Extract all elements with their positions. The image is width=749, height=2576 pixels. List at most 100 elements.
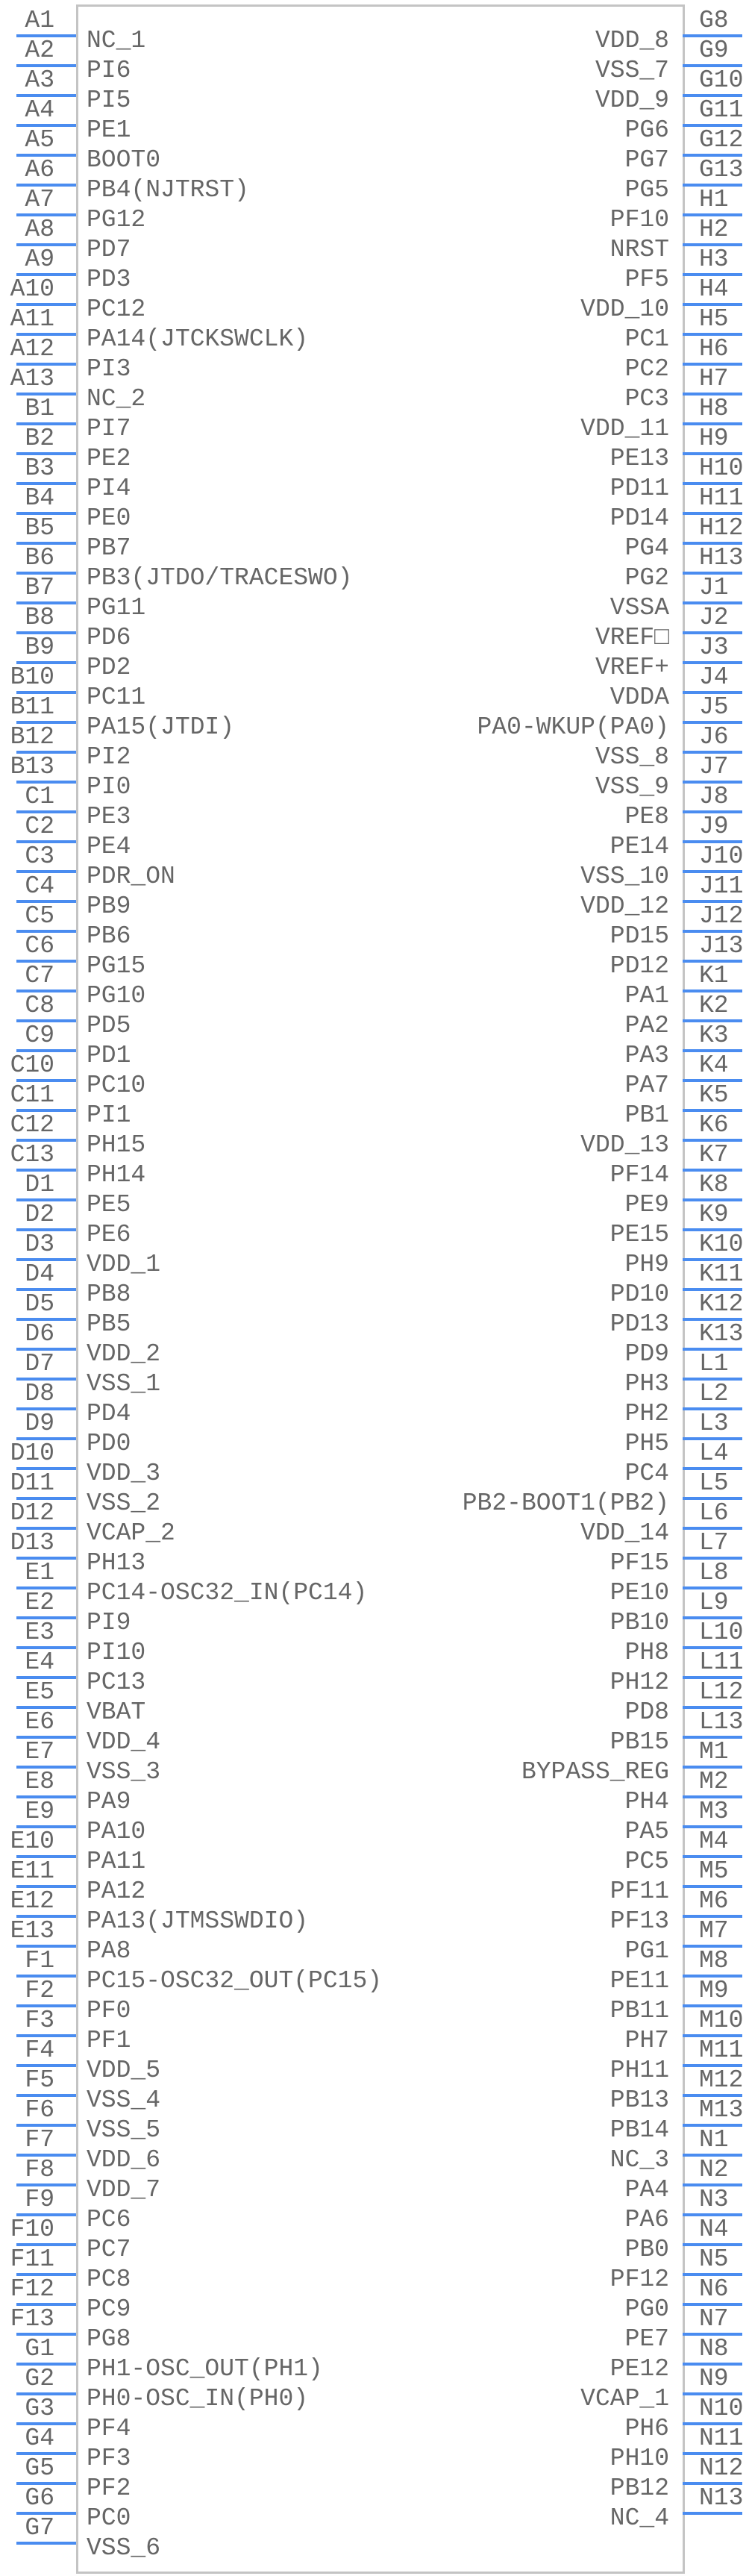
pin-name: VDD_3 [87, 1460, 161, 1487]
pin-line-A3 [16, 94, 76, 97]
pin-name: BOOT0 [87, 146, 161, 174]
pin-name: VREF+ [595, 654, 669, 681]
pin-line-G9 [683, 64, 742, 67]
pin-name: PG0 [624, 2295, 669, 2323]
pin-line-D10 [16, 1467, 76, 1470]
pin-name: PF13 [609, 1907, 669, 1935]
pin-line-D4 [16, 1288, 76, 1291]
pin-number: J9 [699, 813, 729, 840]
pin-name: PDR_ON [87, 863, 175, 890]
pin-line-L12 [683, 1706, 742, 1709]
pin-name: PD12 [609, 952, 669, 980]
pin-line-G12 [683, 154, 742, 157]
pin-name: PG8 [87, 2325, 131, 2353]
pin-line-B6 [16, 572, 76, 575]
pin-number: B9 [25, 634, 54, 661]
pin-line-F6 [16, 2124, 76, 2127]
pin-number: H5 [699, 305, 729, 333]
pin-name: PB5 [87, 1310, 131, 1338]
pin-number: J4 [699, 663, 729, 691]
pin-number: C10 [10, 1051, 54, 1079]
pin-line-K7 [683, 1169, 742, 1172]
pin-line-C5 [16, 930, 76, 933]
pin-number: F8 [25, 2156, 54, 2183]
pin-number: E7 [25, 1738, 54, 1766]
pin-line-J9 [683, 840, 742, 843]
pin-number: E9 [25, 1798, 54, 1825]
pin-line-L1 [683, 1378, 742, 1381]
pin-number: N4 [699, 2216, 729, 2243]
pin-line-A13 [16, 393, 76, 396]
pin-line-F10 [16, 2243, 76, 2246]
pin-line-K6 [683, 1139, 742, 1142]
pin-number: D8 [25, 1380, 54, 1407]
pin-name: PE8 [624, 803, 669, 831]
pin-line-H5 [683, 333, 742, 336]
pin-number: L10 [699, 1619, 744, 1646]
pin-name: VDD_1 [87, 1251, 161, 1278]
pin-name: NC_4 [609, 2504, 669, 2532]
pin-line-J2 [683, 631, 742, 634]
pin-line-F3 [16, 2034, 76, 2037]
pin-line-F5 [16, 2094, 76, 2097]
pin-number: N8 [699, 2335, 729, 2363]
pin-name: PA7 [624, 1072, 669, 1099]
pin-number: G2 [25, 2365, 54, 2392]
pin-line-N11 [683, 2452, 742, 2455]
pin-number: F9 [25, 2186, 54, 2213]
pin-line-L3 [683, 1437, 742, 1440]
pin-line-B3 [16, 482, 76, 485]
pin-number: K13 [699, 1320, 744, 1348]
pin-number: F7 [25, 2126, 54, 2154]
pin-line-E2 [16, 1616, 76, 1619]
pin-name: PH2 [624, 1400, 669, 1428]
pin-line-J7 [683, 781, 742, 784]
pin-number: L3 [699, 1410, 729, 1437]
pin-number: A8 [25, 216, 54, 243]
pin-line-E11 [16, 1885, 76, 1888]
pin-line-F9 [16, 2213, 76, 2216]
pin-line-K13 [683, 1348, 742, 1351]
pin-number: M11 [699, 2036, 744, 2064]
pin-name: PG7 [624, 146, 669, 174]
pin-name: PH6 [624, 2415, 669, 2442]
pin-number: G11 [699, 96, 744, 124]
pin-name: PG10 [87, 982, 146, 1010]
pin-line-G6 [16, 2512, 76, 2515]
pin-line-G2 [16, 2392, 76, 2395]
pin-name: PA0-WKUP(PA0) [477, 713, 669, 741]
pin-number: A11 [10, 305, 54, 333]
pin-line-H2 [683, 243, 742, 246]
pin-name: VDD_4 [87, 1728, 161, 1756]
pin-line-K1 [683, 990, 742, 992]
pin-number: H11 [699, 484, 744, 512]
pin-line-N7 [683, 2333, 742, 2336]
pin-name: PC3 [624, 385, 669, 413]
pin-name: PD10 [609, 1281, 669, 1308]
pin-line-A7 [16, 213, 76, 216]
pin-number: G3 [25, 2395, 54, 2422]
pin-number: J8 [699, 783, 729, 810]
pin-line-J5 [683, 721, 742, 724]
pin-line-G3 [16, 2422, 76, 2425]
pin-name: PA15(JTDI) [87, 713, 235, 741]
pin-name: PB7 [87, 534, 131, 562]
pin-name: PC7 [87, 2236, 131, 2263]
pin-number: N3 [699, 2186, 729, 2213]
pin-line-F2 [16, 2004, 76, 2007]
pin-line-A4 [16, 124, 76, 127]
pin-line-K11 [683, 1288, 742, 1291]
pin-line-C2 [16, 840, 76, 843]
pin-line-C8 [16, 1019, 76, 1022]
pin-name: PI1 [87, 1101, 131, 1129]
pin-number: D10 [10, 1439, 54, 1467]
pin-number: H6 [699, 335, 729, 363]
pin-number: G13 [699, 156, 744, 184]
pin-name: VDD_14 [580, 1519, 669, 1547]
pin-line-D11 [16, 1497, 76, 1500]
pin-number: F11 [10, 2245, 54, 2273]
pin-number: M3 [699, 1798, 729, 1825]
pin-number: L8 [699, 1559, 729, 1586]
pin-line-K9 [683, 1228, 742, 1231]
pin-number: B13 [10, 753, 54, 781]
